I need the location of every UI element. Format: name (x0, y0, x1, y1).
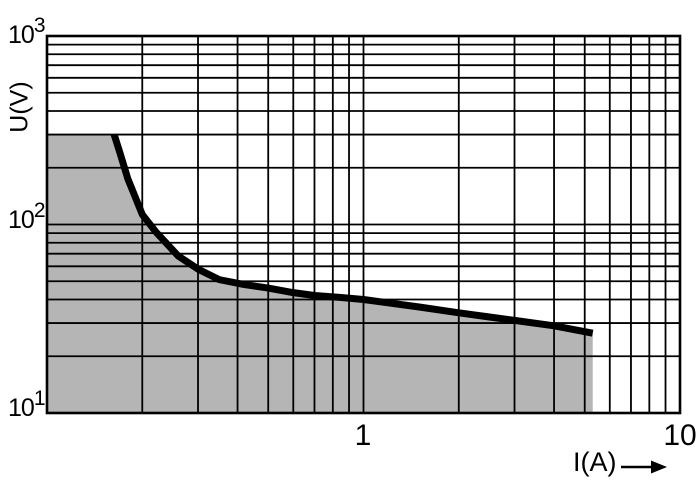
y-axis-label: U(V) (5, 81, 34, 133)
x-tick-1: 1 (354, 419, 372, 452)
y-tick-10-exponent: 1 (33, 387, 46, 410)
y-tick-100-base: 10 (8, 206, 35, 234)
y-tick-10: 101 (8, 387, 46, 423)
y-tick-1000: 103 (8, 14, 46, 50)
right-arrow-icon (621, 460, 667, 474)
log-grid-lines (47, 36, 680, 413)
y-tick-10-base: 10 (8, 394, 35, 422)
shaded-permissible-area (47, 134, 593, 414)
plot-frame (45, 34, 682, 415)
y-tick-100-exponent: 2 (33, 199, 46, 222)
load-limit-curve (110, 133, 594, 337)
y-tick-1000-base: 10 (8, 21, 35, 49)
x-axis-label: I(A) (573, 447, 617, 477)
x-tick-10: 10 (663, 419, 697, 452)
y-tick-1000-exponent: 3 (33, 14, 46, 37)
y-tick-100: 102 (8, 199, 46, 235)
